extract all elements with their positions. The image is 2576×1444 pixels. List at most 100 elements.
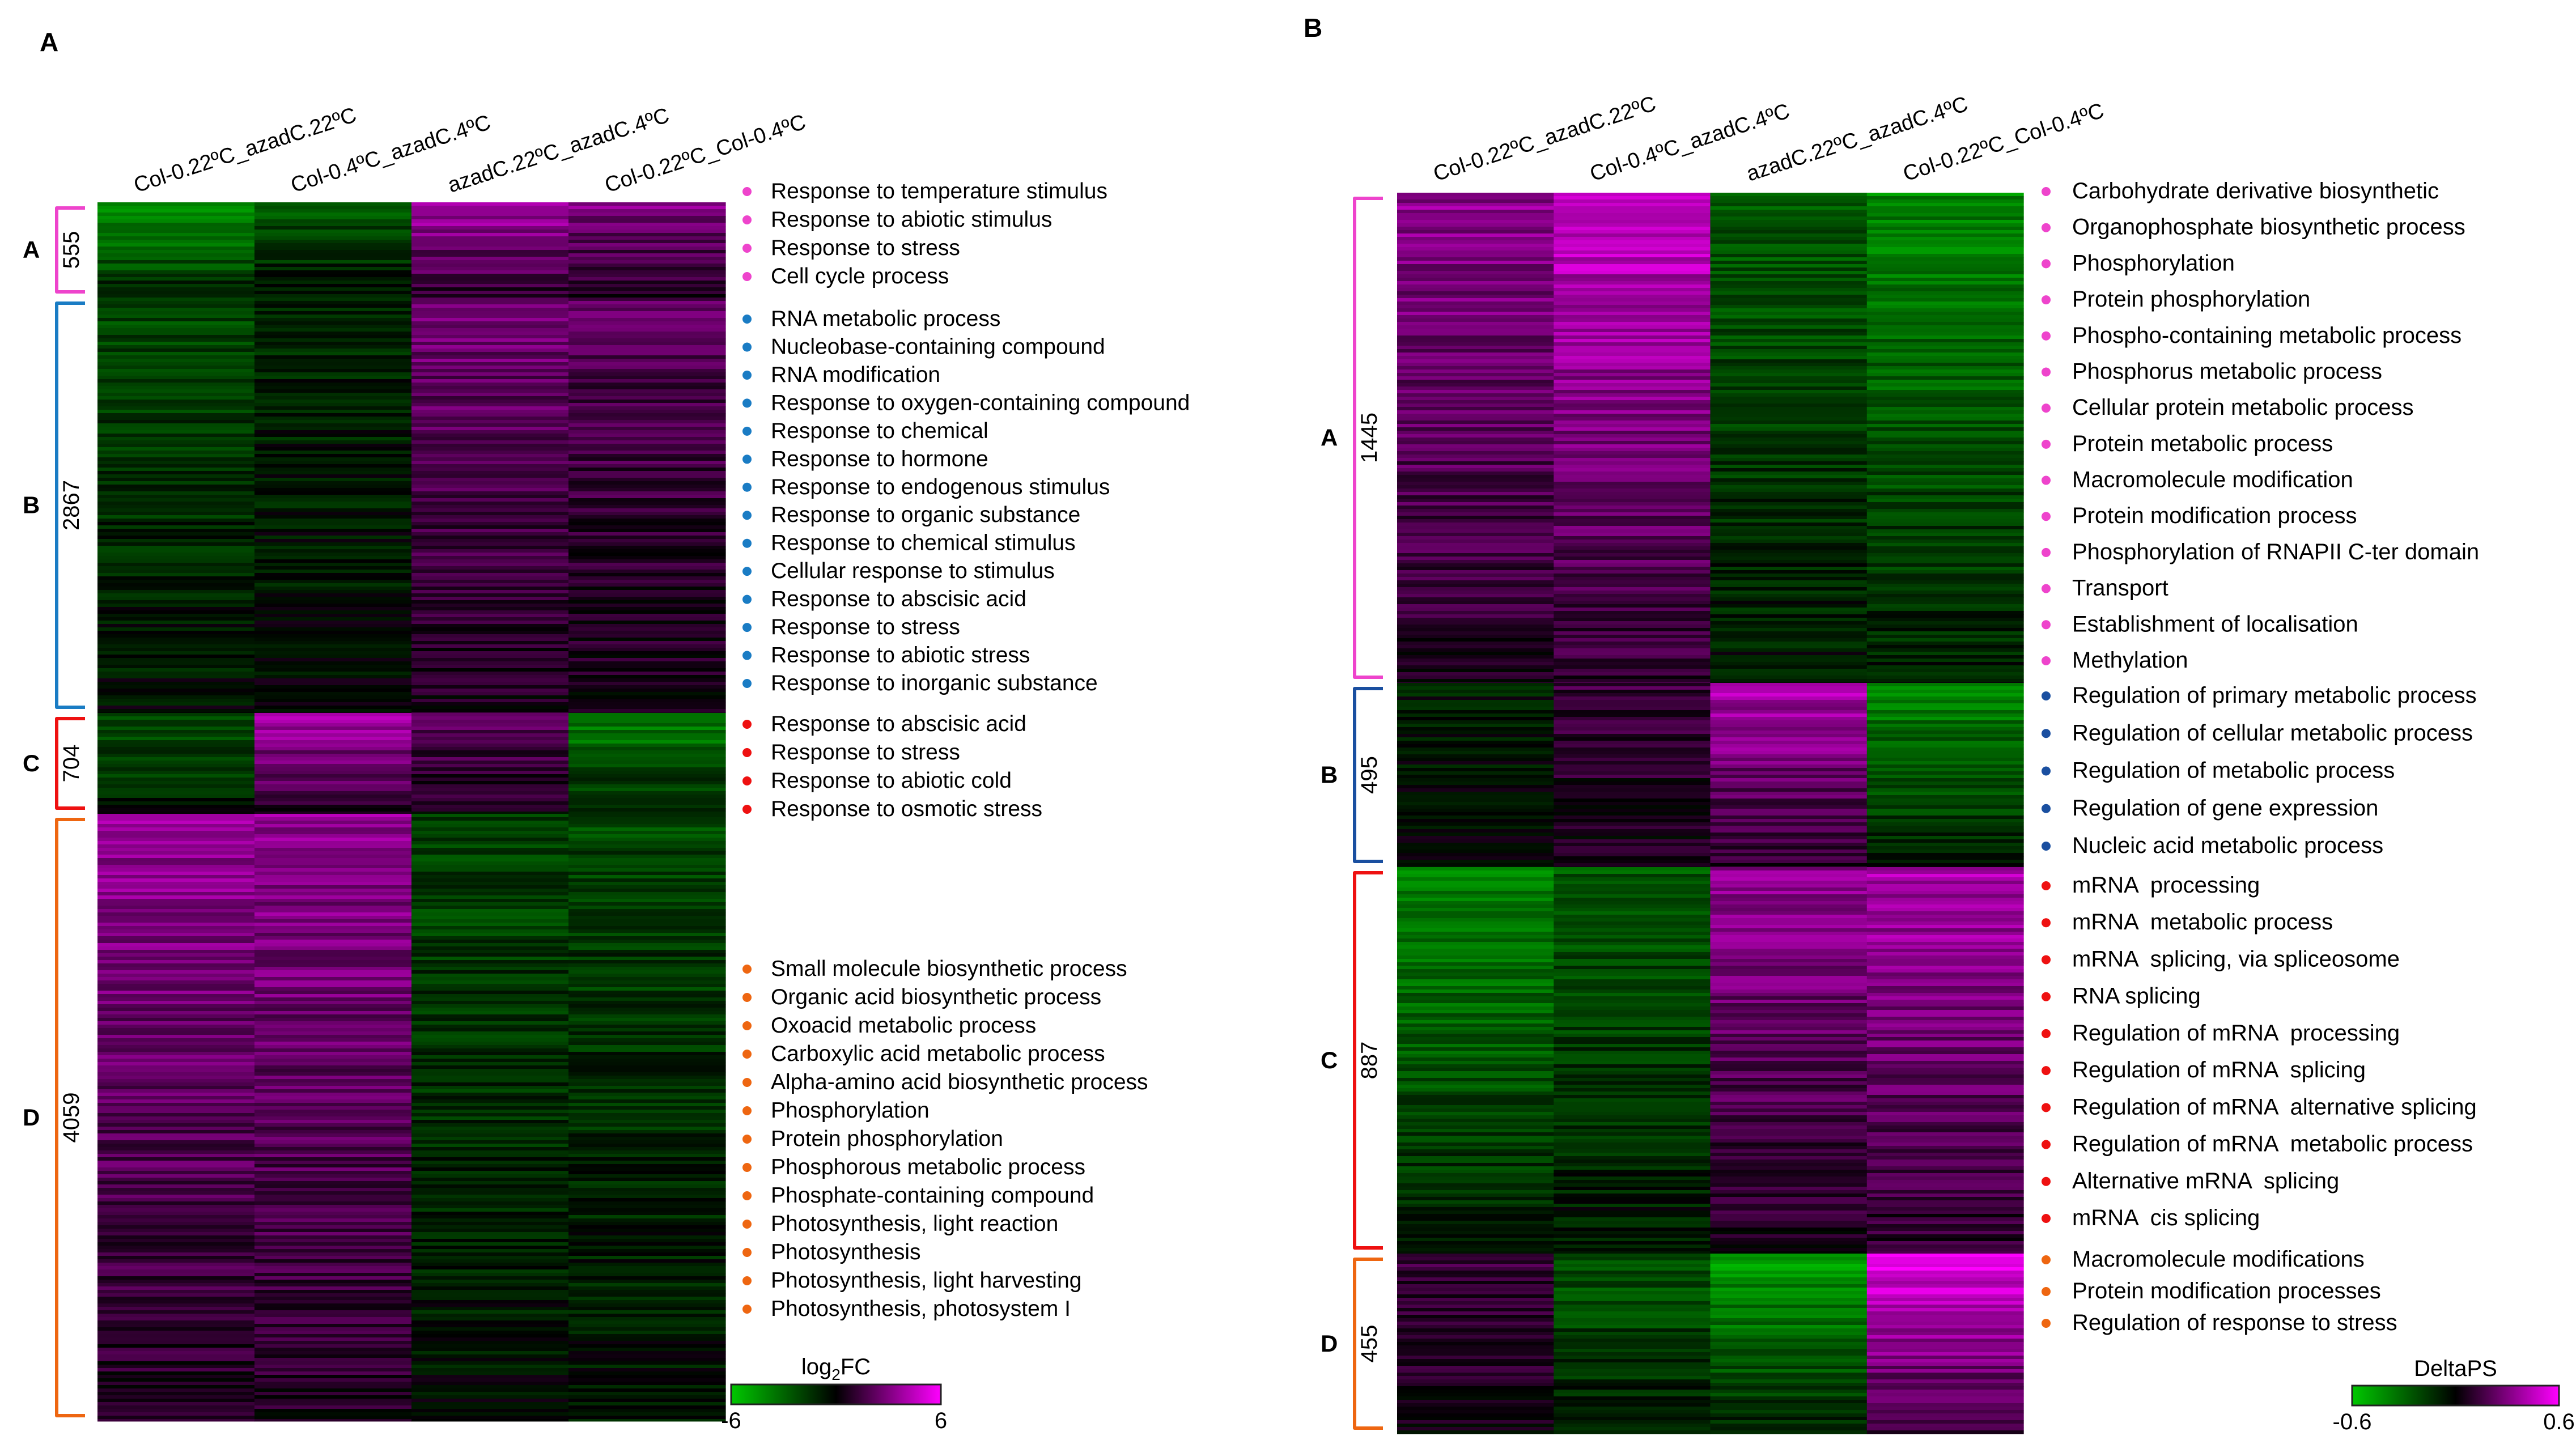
heatmap-cell <box>1397 587 1554 591</box>
heatmap-cell <box>254 512 412 516</box>
heatmap-cell <box>411 1120 569 1124</box>
heatmap-cell <box>97 848 255 852</box>
heatmap-cell <box>1710 1301 1868 1305</box>
heatmap-cell <box>1866 1335 2024 1339</box>
heatmap-cell <box>1710 312 1868 316</box>
heatmap-cell <box>1397 591 1554 594</box>
heatmap-cell <box>1397 1390 1554 1394</box>
heatmap-cell <box>1397 601 1554 605</box>
heatmap-cell <box>1866 1187 2024 1191</box>
go-term: Photosynthesis <box>771 1240 921 1264</box>
heatmap-cell <box>97 291 255 295</box>
heatmap-cell <box>254 403 412 407</box>
heatmap-cell <box>97 713 255 717</box>
heatmap-cell <box>1710 1105 1868 1109</box>
heatmap-cell <box>1554 1204 1711 1208</box>
heatmap-cell <box>411 542 569 546</box>
heatmap-cell <box>1710 390 1868 394</box>
heatmap-cell <box>1397 240 1554 244</box>
heatmap-cell <box>1710 199 1868 203</box>
heatmap-cell <box>411 1222 569 1226</box>
heatmap-cell <box>1866 1308 2024 1312</box>
heatmap-cell <box>97 539 255 543</box>
heatmap-cell <box>1397 894 1554 898</box>
heatmap-cell <box>1554 577 1711 581</box>
heatmap-cell <box>411 478 569 482</box>
heatmap-cell <box>254 536 412 540</box>
heatmap-cell <box>254 641 412 645</box>
go-term: Response to hormone <box>771 447 988 471</box>
heatmap-cell <box>568 1419 726 1422</box>
heatmap-cell <box>1866 601 2024 605</box>
heatmap-cell <box>411 1358 569 1362</box>
heatmap-cell <box>1554 625 1711 628</box>
heatmap-cell <box>1710 1200 1868 1204</box>
heatmap-cell <box>97 223 255 227</box>
heatmap-cell <box>1397 1318 1554 1322</box>
heatmap-cell <box>97 457 255 461</box>
heatmap-cell <box>254 321 412 325</box>
heatmap-cell <box>411 675 569 679</box>
heatmap-cell <box>1554 482 1711 486</box>
heatmap-cell <box>97 936 255 940</box>
heatmap-cell <box>411 895 569 899</box>
heatmap-cell <box>254 895 412 899</box>
heatmap-cell <box>1866 734 2024 738</box>
heatmap-cell <box>254 1089 412 1093</box>
go-term: Phosphorus metabolic process <box>2072 359 2382 384</box>
term-bullet <box>2042 259 2051 269</box>
heatmap-cell <box>411 641 569 645</box>
heatmap-cell <box>254 478 412 482</box>
go-term: Macromolecule modifications <box>2072 1247 2365 1272</box>
heatmap-cell <box>97 525 255 529</box>
heatmap-cell <box>1866 860 2024 864</box>
heatmap-cell <box>411 410 569 414</box>
heatmap-cell <box>1554 1345 1711 1349</box>
heatmap-cell <box>1866 210 2024 214</box>
heatmap-cell <box>1397 665 1554 669</box>
heatmap-cell <box>1554 543 1711 547</box>
heatmap-cell <box>1554 472 1711 475</box>
heatmap-cell <box>254 209 412 213</box>
heatmap-cell <box>1710 1403 1868 1407</box>
heatmap-cell <box>1397 1241 1554 1245</box>
heatmap-cell <box>568 1161 726 1165</box>
heatmap-cell <box>568 277 726 281</box>
heatmap-cell <box>1710 1284 1868 1288</box>
heatmap-cell <box>1866 1410 2024 1414</box>
heatmap-cell <box>1866 499 2024 503</box>
heatmap-cell <box>97 1096 255 1100</box>
colorbar-title: log2FC <box>801 1354 871 1383</box>
heatmap-cell <box>254 1412 412 1416</box>
heatmap-cell <box>411 597 569 601</box>
heatmap-cell <box>1866 949 2024 953</box>
heatmap-cell <box>1866 1241 2024 1245</box>
heatmap-cell <box>568 338 726 342</box>
heatmap-cell <box>254 454 412 458</box>
heatmap-cell <box>1397 291 1554 295</box>
heatmap-cell <box>1866 291 2024 295</box>
heatmap-cell <box>97 471 255 475</box>
heatmap-cell <box>568 936 726 940</box>
heatmap-cell <box>411 1038 569 1042</box>
term-bullet <box>2042 1029 2051 1038</box>
heatmap-cell <box>1554 335 1711 339</box>
heatmap-cell <box>1866 696 2024 700</box>
heatmap-cell <box>1554 359 1711 363</box>
heatmap-cell <box>97 1402 255 1406</box>
heatmap-cell <box>1397 312 1554 316</box>
heatmap-cell <box>254 889 412 893</box>
heatmap-cell <box>97 841 255 845</box>
heatmap-cell <box>1710 509 1868 513</box>
heatmap-cell <box>568 1147 726 1151</box>
heatmap-cell <box>1866 308 2024 312</box>
heatmap-cell <box>1710 652 1868 656</box>
heatmap-cell <box>97 1218 255 1222</box>
heatmap-cell <box>1554 553 1711 557</box>
heatmap-cell <box>1397 720 1554 724</box>
heatmap-cell <box>1710 1241 1868 1245</box>
heatmap-cell <box>1554 771 1711 775</box>
heatmap-cell <box>97 812 255 814</box>
heatmap-cell <box>1866 570 2024 574</box>
heatmap-cell <box>1554 1294 1711 1298</box>
